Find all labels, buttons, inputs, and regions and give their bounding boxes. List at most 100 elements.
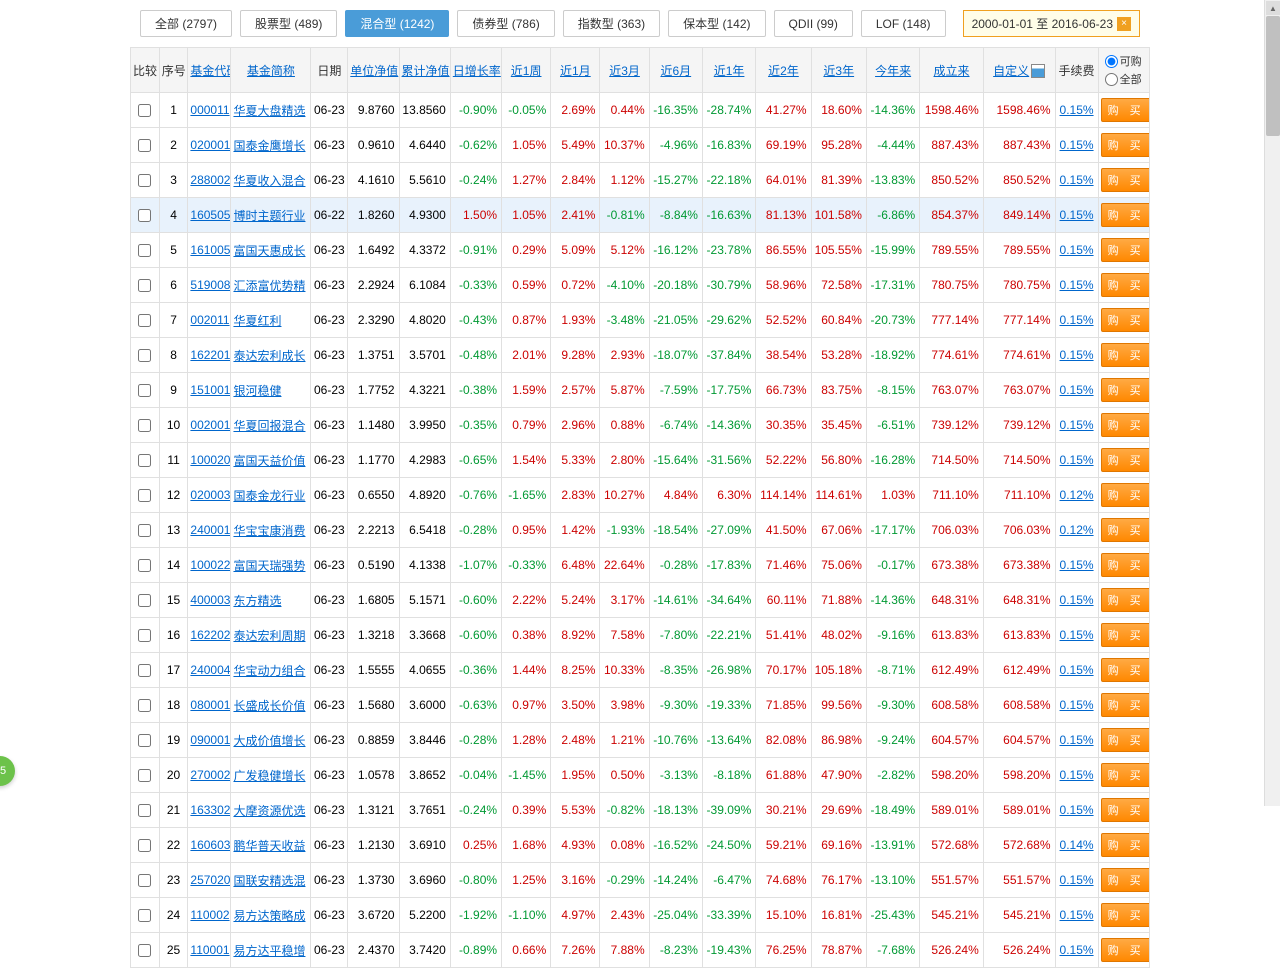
fee-cell[interactable]: 0.15% — [1055, 373, 1098, 408]
buy-cell[interactable]: 购 买 — [1098, 758, 1149, 793]
name-cell[interactable]: 华宝动力组合 — [231, 653, 311, 688]
scrollbar-thumb[interactable] — [1266, 16, 1280, 136]
fee-cell[interactable]: 0.15% — [1055, 898, 1098, 933]
compare-checkbox[interactable] — [131, 653, 160, 688]
name-cell[interactable]: 国泰金鹰增长 — [231, 128, 311, 163]
fee-cell[interactable]: 0.15% — [1055, 198, 1098, 233]
name-cell[interactable]: 华宝宝康消费 — [231, 513, 311, 548]
code-cell[interactable]: 240001 — [188, 513, 231, 548]
buy-button[interactable]: 购 买 — [1101, 378, 1150, 402]
compare-checkbox[interactable] — [131, 303, 160, 338]
fee-cell[interactable]: 0.15% — [1055, 793, 1098, 828]
name-cell[interactable]: 华夏收入混合 — [231, 163, 311, 198]
buy-cell[interactable]: 购 买 — [1098, 373, 1149, 408]
code-cell[interactable]: 020001 — [188, 128, 231, 163]
name-cell[interactable]: 银河稳健 — [231, 373, 311, 408]
compare-checkbox[interactable] — [131, 408, 160, 443]
header-m1[interactable]: 近1月 — [551, 48, 600, 93]
buy-button[interactable]: 购 买 — [1101, 98, 1150, 122]
code-cell[interactable]: 110002 — [188, 898, 231, 933]
fee-cell[interactable]: 0.15% — [1055, 548, 1098, 583]
name-cell[interactable]: 富国天惠成长 — [231, 233, 311, 268]
buy-cell[interactable]: 购 买 — [1098, 583, 1149, 618]
buy-cell[interactable]: 购 买 — [1098, 933, 1149, 968]
fee-cell[interactable]: 0.15% — [1055, 933, 1098, 968]
fee-cell[interactable]: 0.12% — [1055, 513, 1098, 548]
buy-button[interactable]: 购 买 — [1101, 343, 1150, 367]
buy-button[interactable]: 购 买 — [1101, 518, 1150, 542]
code-cell[interactable]: 288002 — [188, 163, 231, 198]
fee-cell[interactable]: 0.12% — [1055, 478, 1098, 513]
name-cell[interactable]: 鹏华普天收益 — [231, 828, 311, 863]
tab-债券型[interactable]: 债券型 (786) — [457, 10, 554, 37]
fee-cell[interactable]: 0.15% — [1055, 408, 1098, 443]
fee-cell[interactable]: 0.15% — [1055, 443, 1098, 478]
buy-cell[interactable]: 购 买 — [1098, 268, 1149, 303]
buy-cell[interactable]: 购 买 — [1098, 198, 1149, 233]
buy-cell[interactable]: 购 买 — [1098, 338, 1149, 373]
compare-checkbox[interactable] — [131, 268, 160, 303]
code-cell[interactable]: 000011 — [188, 93, 231, 128]
compare-checkbox[interactable] — [131, 618, 160, 653]
buy-cell[interactable]: 购 买 — [1098, 793, 1149, 828]
header-accum-nav[interactable]: 累计净值 — [399, 48, 450, 93]
compare-checkbox[interactable] — [131, 863, 160, 898]
tab-LOF[interactable]: LOF (148) — [861, 10, 946, 37]
compare-checkbox[interactable] — [131, 548, 160, 583]
buy-button[interactable]: 购 买 — [1101, 238, 1150, 262]
buy-button[interactable]: 购 买 — [1101, 413, 1150, 437]
header-name[interactable]: 基金简称 — [231, 48, 311, 93]
compare-checkbox[interactable] — [131, 93, 160, 128]
buy-button[interactable]: 购 买 — [1101, 203, 1150, 227]
buy-cell[interactable]: 购 买 — [1098, 898, 1149, 933]
name-cell[interactable]: 华夏红利 — [231, 303, 311, 338]
compare-checkbox[interactable] — [131, 443, 160, 478]
fee-cell[interactable]: 0.15% — [1055, 618, 1098, 653]
code-cell[interactable]: 020003 — [188, 478, 231, 513]
code-cell[interactable]: 162201 — [188, 338, 231, 373]
buy-cell[interactable]: 购 买 — [1098, 688, 1149, 723]
header-code[interactable]: 基金代码 — [188, 48, 231, 93]
name-cell[interactable]: 国联安精选混 — [231, 863, 311, 898]
tab-股票型[interactable]: 股票型 (489) — [240, 10, 337, 37]
tab-全部[interactable]: 全部 (2797) — [140, 10, 232, 37]
compare-checkbox[interactable] — [131, 233, 160, 268]
buy-cell[interactable]: 购 买 — [1098, 93, 1149, 128]
code-cell[interactable]: 257020 — [188, 863, 231, 898]
compare-checkbox[interactable] — [131, 933, 160, 968]
code-cell[interactable]: 110001 — [188, 933, 231, 968]
buy-button[interactable]: 购 买 — [1101, 798, 1150, 822]
code-cell[interactable]: 090001 — [188, 723, 231, 758]
tab-指数型[interactable]: 指数型 (363) — [563, 10, 660, 37]
code-cell[interactable]: 160603 — [188, 828, 231, 863]
name-cell[interactable]: 华夏大盘精选 — [231, 93, 311, 128]
name-cell[interactable]: 大摩资源优选 — [231, 793, 311, 828]
buy-button[interactable]: 购 买 — [1101, 588, 1150, 612]
code-cell[interactable]: 270002 — [188, 758, 231, 793]
name-cell[interactable]: 汇添富优势精 — [231, 268, 311, 303]
compare-checkbox[interactable] — [131, 583, 160, 618]
buy-cell[interactable]: 购 买 — [1098, 233, 1149, 268]
compare-checkbox[interactable] — [131, 898, 160, 933]
header-custom[interactable]: 自定义 — [983, 48, 1055, 93]
buy-button[interactable]: 购 买 — [1101, 868, 1150, 892]
fee-cell[interactable]: 0.15% — [1055, 723, 1098, 758]
buy-cell[interactable]: 购 买 — [1098, 443, 1149, 478]
name-cell[interactable]: 东方精选 — [231, 583, 311, 618]
buy-button[interactable]: 购 买 — [1101, 938, 1150, 962]
name-cell[interactable]: 博时主题行业 — [231, 198, 311, 233]
name-cell[interactable]: 长盛成长价值 — [231, 688, 311, 723]
compare-checkbox[interactable] — [131, 373, 160, 408]
compare-checkbox[interactable] — [131, 723, 160, 758]
tab-保本型[interactable]: 保本型 (142) — [668, 10, 765, 37]
code-cell[interactable]: 080001 — [188, 688, 231, 723]
buy-button[interactable]: 购 买 — [1101, 658, 1150, 682]
name-cell[interactable]: 易方达平稳增 — [231, 933, 311, 968]
compare-checkbox[interactable] — [131, 163, 160, 198]
tab-QDII[interactable]: QDII (99) — [774, 10, 853, 37]
buy-cell[interactable]: 购 买 — [1098, 723, 1149, 758]
buy-button[interactable]: 购 买 — [1101, 168, 1150, 192]
buy-cell[interactable]: 购 买 — [1098, 863, 1149, 898]
code-cell[interactable]: 100022 — [188, 548, 231, 583]
buy-button[interactable]: 购 买 — [1101, 763, 1150, 787]
